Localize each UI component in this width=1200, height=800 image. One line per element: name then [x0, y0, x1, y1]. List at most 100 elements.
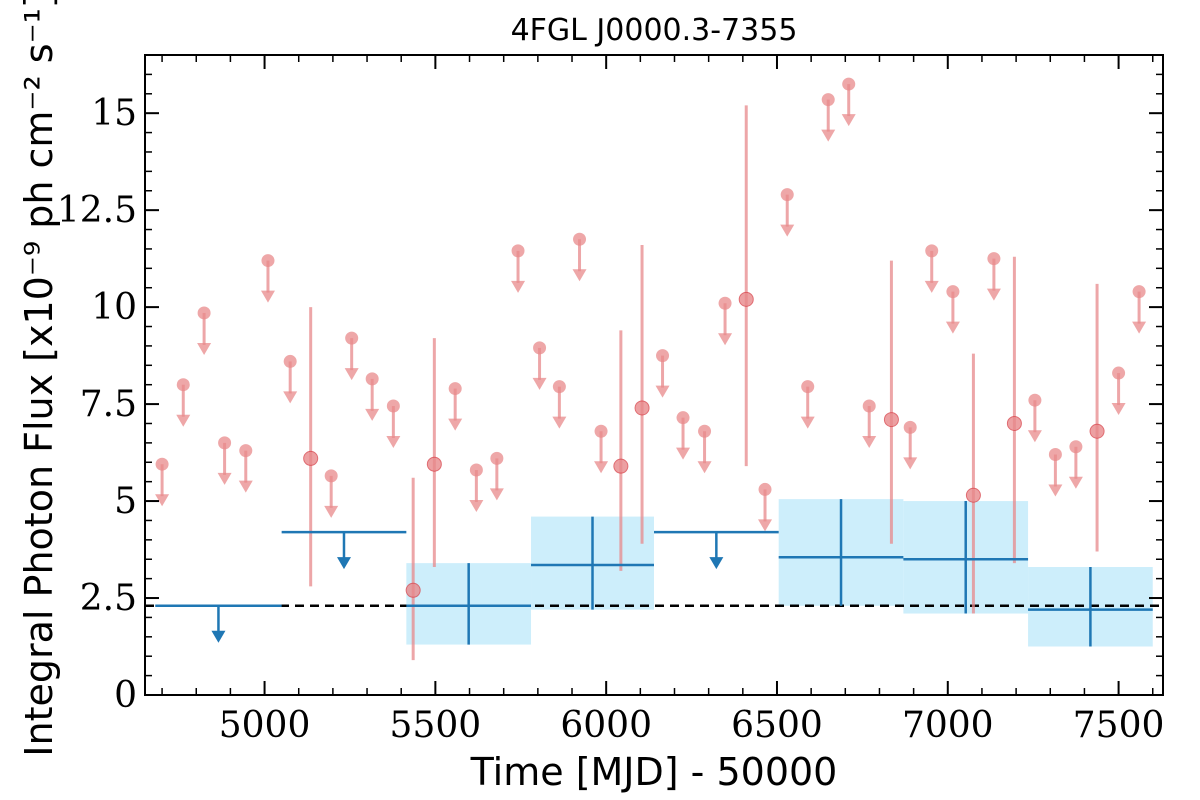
upper-limit-point — [490, 451, 504, 465]
upper-limit-point — [469, 463, 483, 477]
upper-limit-arrowhead — [718, 333, 733, 346]
upper-limit-arrowhead — [697, 461, 712, 474]
upper-limit-point — [801, 380, 815, 394]
upper-limit-arrowhead — [489, 488, 504, 501]
detection-point — [613, 458, 629, 474]
upper-limit-point — [1069, 440, 1083, 454]
upper-limit-point — [365, 372, 379, 386]
upper-limit-point — [821, 93, 835, 107]
upper-limit-point — [987, 252, 1001, 266]
plot-frame — [144, 54, 1164, 696]
detection-point — [634, 400, 650, 416]
y-tick-label: 0 — [114, 675, 137, 716]
upper-limit-arrowhead — [344, 368, 359, 381]
detection-point — [883, 412, 899, 428]
upper-limit-arrowhead — [260, 290, 275, 303]
upper-limit-point — [345, 331, 359, 345]
upper-limit-point — [676, 411, 690, 425]
upper-limit-arrowhead — [594, 461, 609, 474]
upper-limit-arrowhead — [217, 472, 232, 485]
upper-limit-arrowhead — [365, 408, 380, 421]
upper-limit-arrowhead — [924, 280, 939, 293]
upper-limit-arrowhead — [511, 280, 526, 293]
x-tick-label: 7000 — [902, 705, 994, 746]
upper-limit-point — [239, 444, 253, 458]
upper-limit-arrowhead — [176, 414, 191, 427]
x-tick-label: 6500 — [731, 705, 823, 746]
upper-limit-point — [197, 306, 211, 320]
upper-limit-arrowhead — [903, 457, 918, 470]
upper-limit-arrowhead — [655, 385, 670, 398]
detection-point — [738, 291, 754, 307]
upper-limit-arrowhead — [1027, 430, 1042, 443]
upper-limit-point — [925, 244, 939, 258]
chart-title: 4FGL J0000.3-7355 — [511, 13, 798, 48]
y-tick-label: 2.5 — [80, 578, 137, 619]
upper-limit-point — [573, 232, 587, 246]
upper-limit-point — [780, 188, 794, 202]
upper-limit-arrowhead — [800, 416, 815, 429]
upper-limit-point — [448, 382, 462, 396]
upper-limit-point — [842, 77, 856, 91]
upper-limit-arrowhead — [821, 129, 836, 142]
upper-limit-arrowhead — [1068, 476, 1083, 489]
detection-point — [426, 456, 442, 472]
upper-limit-arrowhead — [197, 342, 212, 355]
upper-limit-arrowhead — [155, 494, 170, 507]
upper-limit-arrowhead — [1048, 484, 1063, 497]
upper-limit-point — [552, 380, 566, 394]
upper-limit-arrowhead — [469, 500, 484, 513]
long-bin-upper-limit-arrowhead — [336, 557, 351, 570]
upper-limit-arrowhead — [572, 269, 587, 282]
upper-limit-point — [386, 399, 400, 413]
upper-limit-point — [283, 354, 297, 368]
upper-limit-arrowhead — [862, 436, 877, 449]
upper-limit-arrowhead — [532, 377, 547, 390]
detection-point — [303, 450, 319, 466]
upper-limit-point — [1112, 366, 1126, 380]
upper-limit-point — [324, 469, 338, 483]
upper-limit-arrowhead — [676, 447, 691, 460]
upper-limit-point — [903, 420, 917, 434]
x-tick-label: 5000 — [219, 705, 311, 746]
upper-limit-point — [511, 244, 525, 258]
y-axis-label: Integral Photon Flux [x10⁻⁹ ph cm⁻² s⁻¹] — [17, 0, 61, 757]
upper-limit-arrowhead — [324, 505, 339, 518]
x-axis-label: Time [MJD] - 50000 — [470, 750, 838, 794]
upper-limit-arrowhead — [386, 436, 401, 449]
upper-limit-arrowhead — [945, 321, 960, 334]
long-bin-upper-limit-arrowhead — [709, 557, 724, 570]
upper-limit-point — [155, 457, 169, 471]
upper-limit-point — [594, 424, 608, 438]
upper-limit-point — [862, 399, 876, 413]
upper-limit-point — [656, 349, 670, 363]
y-tick-label: 12.5 — [57, 190, 137, 231]
upper-limit-point — [718, 296, 732, 310]
upper-limit-point — [176, 378, 190, 392]
y-tick-label: 5 — [114, 481, 137, 522]
upper-limit-arrowhead — [841, 114, 856, 127]
plot-area — [145, 77, 1163, 661]
upper-limit-arrowhead — [758, 519, 773, 532]
upper-limit-point — [1048, 448, 1062, 462]
upper-limit-point — [946, 285, 960, 299]
upper-limit-arrowhead — [986, 288, 1001, 301]
upper-limit-arrowhead — [1111, 403, 1126, 416]
y-tick-label: 7.5 — [80, 384, 137, 425]
upper-limit-point — [261, 254, 275, 268]
upper-limit-arrowhead — [780, 224, 795, 237]
upper-limit-point — [758, 482, 772, 496]
x-tick-label: 7500 — [1073, 705, 1165, 746]
long-bin-upper-limit-arrowhead — [211, 630, 226, 643]
x-tick-label: 6000 — [560, 705, 652, 746]
detection-point — [405, 582, 421, 598]
x-tick-label: 5500 — [390, 705, 482, 746]
detection-point — [1006, 415, 1022, 431]
y-tick-label: 10 — [91, 287, 137, 328]
upper-limit-point — [1132, 285, 1146, 299]
axis-ticks: 5000 5500 6000 6500 7000 7500 0 2.5 5 7.5 10 12.5 15 — [57, 55, 1165, 746]
detection-point — [1089, 423, 1105, 439]
upper-limit-point — [1028, 393, 1042, 407]
